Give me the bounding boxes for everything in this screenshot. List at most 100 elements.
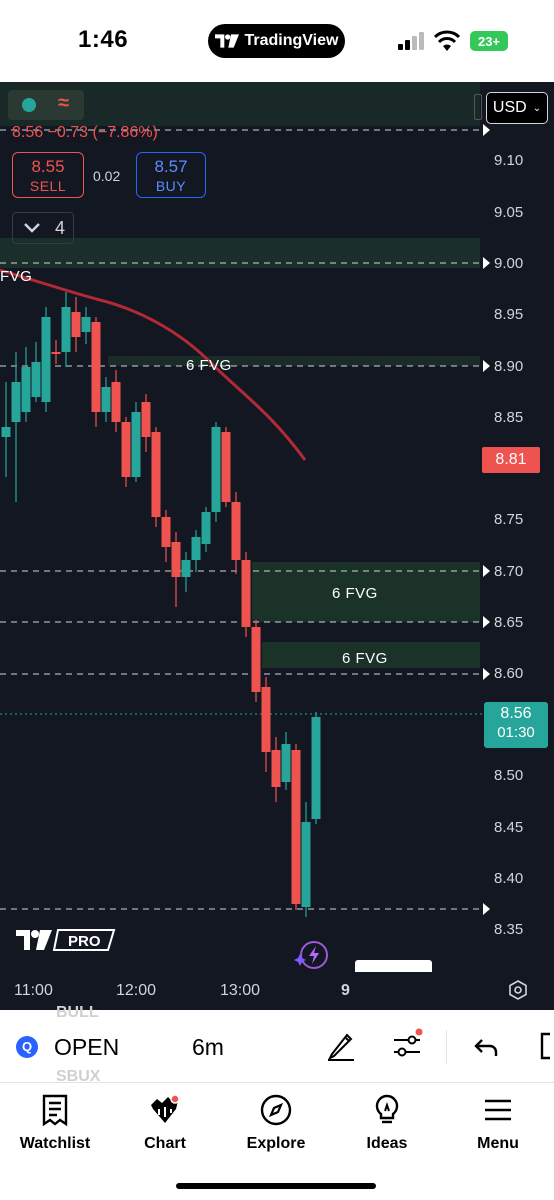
candle-body — [231, 502, 241, 560]
candle-body — [191, 537, 201, 560]
bar-countdown: 01:30 — [497, 724, 535, 741]
currency-label: USD — [492, 99, 527, 116]
sliders-icon[interactable] — [390, 1028, 424, 1062]
fvg-zone — [262, 642, 480, 668]
moving-average-price-tag: 8.81 — [482, 447, 540, 473]
nav-menu[interactable]: Menu — [448, 1093, 548, 1153]
candle-body — [271, 750, 281, 787]
chart-area[interactable]: ≈ USD ⌄ 8.56 −0.73 (−7.86%) 8.55 SELL 0.… — [0, 82, 554, 1010]
nav-label: Ideas — [366, 1135, 408, 1152]
symbol-button[interactable]: OPEN — [54, 1034, 120, 1060]
buy-button[interactable]: 8.57 BUY — [136, 152, 206, 198]
tradingview-pro-logo: PRO — [16, 929, 116, 951]
candle-body — [181, 560, 191, 577]
fvg-label: FVG — [0, 268, 33, 285]
time-axis-label: 9 — [341, 982, 350, 999]
price-axis-label: 9.05 — [494, 204, 524, 221]
lightning-sparkle-icon[interactable] — [294, 940, 330, 970]
candle-body — [201, 512, 211, 544]
chevron-down-icon — [24, 223, 40, 233]
current-price-tag: 8.56 01:30 — [484, 702, 548, 748]
candle-body — [11, 382, 21, 422]
level-arrow-icon — [483, 565, 490, 577]
sell-button[interactable]: 8.55 SELL — [12, 152, 84, 198]
candle-body — [41, 317, 51, 402]
nav-label: Watchlist — [19, 1135, 91, 1152]
candle-body — [171, 542, 181, 577]
nav-label: Explore — [246, 1135, 306, 1152]
battery-icon: 23+ — [470, 31, 508, 51]
nav-watchlist[interactable]: Watchlist — [5, 1093, 105, 1153]
level-arrow-icon — [483, 360, 490, 372]
status-dot-icon — [22, 98, 36, 112]
fvg-zone — [252, 562, 480, 622]
fullscreen-icon[interactable] — [536, 1030, 554, 1062]
price-axis-label: 8.85 — [494, 409, 524, 426]
fvg-label: 6 FVG — [332, 585, 378, 602]
price-axis-label: 8.60 — [494, 665, 524, 682]
nav-chart[interactable]: Chart — [115, 1093, 215, 1153]
price-change: 8.56 −0.73 (−7.86%) — [12, 124, 158, 141]
tradingview-badge: TradingView — [208, 24, 345, 58]
nav-ideas[interactable]: Ideas — [337, 1093, 437, 1153]
candle-body — [161, 517, 171, 547]
wifi-icon — [434, 30, 460, 51]
current-price: 8.56 — [500, 705, 532, 722]
interval-button[interactable]: 6m — [192, 1034, 224, 1060]
candle-body — [101, 387, 111, 412]
candle-body — [61, 307, 71, 352]
nav-explore[interactable]: Explore — [226, 1093, 326, 1153]
candle-body — [81, 317, 91, 332]
time-axis-label: 13:00 — [220, 982, 261, 999]
buy-price: 8.57 — [154, 157, 188, 176]
compass-icon — [260, 1094, 292, 1126]
panel-handle[interactable] — [474, 94, 482, 120]
chevron-down-icon: ⌄ — [532, 102, 542, 114]
level-arrow-icon — [483, 903, 490, 915]
collapse-indicators-button[interactable]: 4 — [12, 212, 74, 244]
candle-body — [121, 422, 131, 477]
candle-body — [311, 717, 321, 819]
price-axis-label: 8.35 — [494, 921, 524, 938]
candle-body — [51, 352, 61, 354]
candle-body — [221, 432, 231, 502]
candle-body — [131, 412, 141, 477]
price-axis-label: 8.50 — [494, 767, 524, 784]
level-arrow-icon — [483, 124, 490, 136]
candle-body — [241, 560, 251, 627]
currency-button[interactable]: USD ⌄ — [486, 92, 548, 124]
tradingview-logo-icon — [214, 34, 239, 48]
spread-value: 0.02 — [93, 168, 121, 184]
status-bar: 1:46 TradingView 23+ — [0, 0, 554, 82]
candle-body — [261, 687, 271, 752]
moving-average-line — [0, 268, 307, 461]
home-indicator — [176, 1183, 376, 1189]
bottom-nav: Watchlist Chart Explore Ideas Menu — [0, 1082, 554, 1200]
battery-level: 23+ — [477, 33, 501, 49]
drawing-toolbar-tab[interactable] — [355, 960, 432, 972]
indicator-chip[interactable]: ≈ — [8, 90, 84, 120]
fvg-label: 6 FVG — [342, 650, 388, 667]
price-chart[interactable] — [0, 82, 554, 1010]
fvg-label: 6 FVG — [186, 357, 232, 374]
candle-body — [71, 312, 81, 337]
pro-label: PRO — [68, 933, 101, 950]
level-arrow-icon — [483, 616, 490, 628]
candle-body — [211, 427, 221, 512]
lightbulb-icon — [375, 1094, 399, 1124]
candle-body — [281, 744, 291, 782]
candle-body — [111, 382, 121, 422]
pen-icon[interactable] — [324, 1028, 358, 1062]
candle-body — [21, 367, 31, 412]
price-axis-label: 8.90 — [494, 358, 524, 375]
buy-label: BUY — [155, 178, 187, 194]
candle-body — [31, 362, 41, 397]
chart-icon — [151, 1094, 180, 1123]
undo-icon[interactable] — [472, 1032, 500, 1060]
price-axis-label: 8.45 — [494, 819, 524, 836]
status-time: 1:46 — [78, 26, 129, 53]
cellular-signal-icon — [398, 32, 424, 50]
chart-settings-icon[interactable] — [508, 980, 528, 1000]
sell-label: SELL — [29, 178, 67, 194]
symbol-logo-icon: Q — [16, 1036, 38, 1058]
